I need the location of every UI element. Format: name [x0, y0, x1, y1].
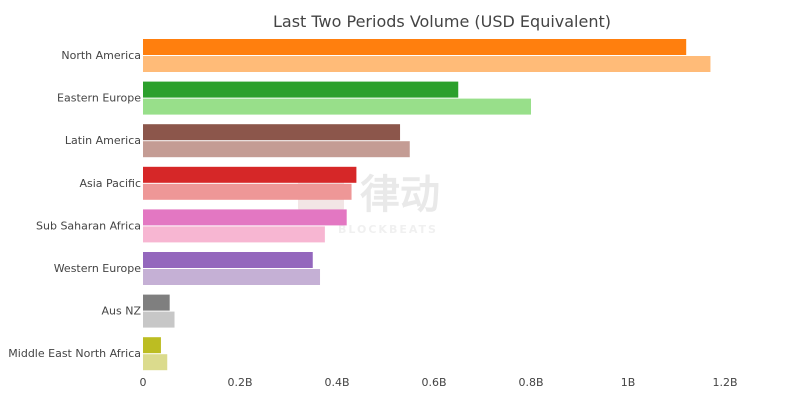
y-tick-label-eastern-europe: Eastern Europe	[57, 92, 141, 105]
bar-eastern-europe-period-1	[143, 81, 459, 98]
bar-sub-saharan-africa-period-1	[143, 209, 347, 226]
bar-asia-pacific-period-1	[143, 166, 357, 183]
bar-sub-saharan-africa-period-2	[143, 226, 325, 243]
bar-aus-nz-period-2	[143, 311, 175, 328]
x-tick-label-3: 0.6B	[421, 376, 446, 389]
bar-eastern-europe-period-2	[143, 98, 531, 115]
x-tick-label-6: 1.2B	[712, 376, 737, 389]
bars-layer	[143, 39, 711, 371]
x-tick-label-1: 0.2B	[227, 376, 252, 389]
y-tick-label-middle-east-north-africa: Middle East North Africa	[8, 347, 141, 360]
x-tick-label-5: 1B	[621, 376, 636, 389]
bar-latin-america-period-1	[143, 124, 401, 141]
bar-middle-east-north-africa-period-1	[143, 337, 161, 354]
bar-north-america-period-2	[143, 56, 711, 72]
bar-aus-nz-period-1	[143, 294, 170, 311]
bar-western-europe-period-2	[143, 269, 321, 285]
y-tick-label-aus-nz: Aus NZ	[102, 305, 142, 318]
bar-latin-america-period-2	[143, 141, 410, 158]
x-axis-ticks: 0 0.2B 0.4B 0.6B 0.8B 1B 1.2B	[140, 376, 738, 389]
y-tick-label-north-america: North America	[61, 49, 141, 62]
y-tick-label-latin-america: Latin America	[65, 134, 141, 147]
x-tick-label-2: 0.4B	[324, 376, 349, 389]
watermark-sub-text: BLOCKBEATS	[338, 223, 438, 236]
y-tick-label-western-europe: Western Europe	[54, 262, 142, 275]
y-axis-labels: North America Eastern Europe Latin America…	[8, 49, 141, 360]
y-tick-label-sub-saharan-africa: Sub Saharan Africa	[36, 219, 141, 232]
watermark-main-text: 律动	[360, 172, 440, 218]
chart-title: Last Two Periods Volume (USD Equivalent)	[273, 12, 611, 31]
bar-middle-east-north-africa-period-2	[143, 354, 168, 371]
bar-north-america-period-1	[143, 39, 687, 55]
bar-western-europe-period-1	[143, 252, 313, 268]
x-tick-label-4: 0.8B	[518, 376, 543, 389]
x-tick-label-0: 0	[140, 376, 147, 389]
y-tick-label-asia-pacific: Asia Pacific	[79, 177, 141, 190]
bar-asia-pacific-period-2	[143, 183, 352, 200]
